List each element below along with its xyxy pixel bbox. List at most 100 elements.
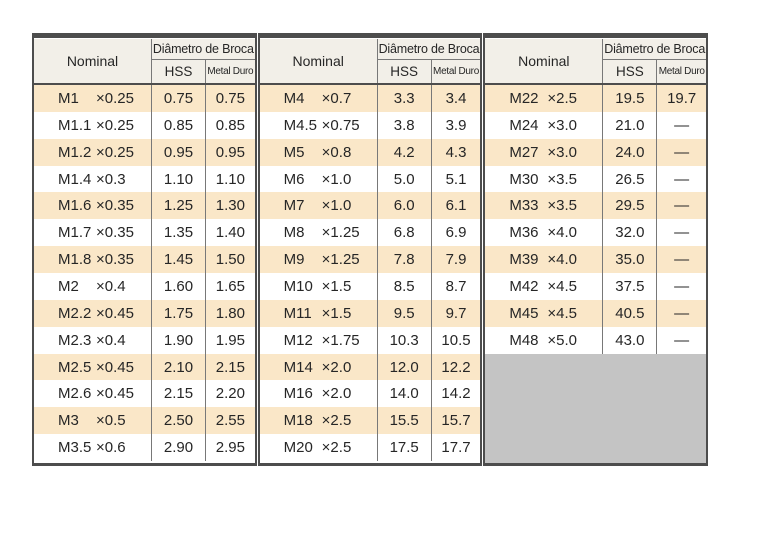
hss-value: 17.5 [378, 434, 432, 462]
thread-size: M6 [283, 170, 305, 188]
hss-value: 14.0 [378, 380, 432, 408]
thread-size: M1.1 [58, 116, 92, 134]
thread-pitch: ×3.0 [547, 143, 577, 161]
thread-size: M2.6 [58, 385, 92, 403]
metal-duro-value: 1.50 [215, 251, 245, 269]
table-row: M10 ×1.5 8.5 8.7 [259, 273, 481, 300]
thread-pitch: ×1.25 [321, 251, 360, 269]
nominal-cell: M33 ×3.5 [485, 192, 604, 220]
thread-size: M36 [509, 224, 539, 242]
thread-size: M8 [283, 224, 305, 242]
nominal-cell: M24 ×3.0 [485, 111, 604, 139]
group-body: M1 ×0.25 0.75 0.75 M1.1 ×0.25 0.85 0.85 M1.2 ×0.2… [34, 85, 255, 463]
hss-value: 12.0 [378, 353, 432, 381]
table-group-2: Nominal Diâmetro de Broca HSS Metal Duro… [257, 33, 483, 466]
metal-duro-value: 19.7 [667, 89, 697, 107]
metal-duro-value: 1.30 [215, 197, 245, 215]
nominal-cell: M11 ×1.5 [260, 299, 378, 327]
thread-pitch: ×0.45 [96, 385, 134, 403]
table-row: M45 ×4.5 40.5 — [485, 299, 707, 327]
hss-value: 2.10 [152, 353, 206, 381]
nominal-cell: M1.8 ×0.35 [34, 246, 152, 274]
nominal-cell: M48 ×5.0 [485, 326, 604, 354]
table-row: M4.5 ×0.75 3.8 3.9 [259, 111, 481, 139]
table-row: M24 ×3.0 21.0 — [485, 111, 707, 139]
metal-duro-value: 1.10 [215, 170, 245, 188]
hss-value: 21.0 [603, 111, 658, 139]
nominal-cell: M36 ×4.0 [485, 219, 604, 247]
hss-value: 19.5 [603, 85, 658, 112]
table-row: M2.2 ×0.45 1.75 1.80 [34, 299, 255, 327]
table-row: M11 ×1.5 9.5 9.7 [259, 299, 481, 327]
table-row: M36 ×4.0 32.0 — [485, 219, 707, 247]
metal-duro-value: 2.95 [215, 439, 245, 457]
hss-value: 4.2 [378, 138, 432, 166]
hss-value: 6.8 [378, 219, 432, 247]
hss-value: 9.5 [378, 299, 432, 327]
group-top-bar [259, 33, 481, 39]
thread-size: M1 [58, 89, 79, 107]
header-broca-block: Diâmetro de Broca HSS Metal Duro [603, 39, 707, 83]
thread-size: M9 [283, 251, 305, 269]
metal-duro-value: 1.80 [215, 304, 245, 322]
metal-duro-value: 5.1 [445, 170, 467, 188]
nominal-cell: M1.4 ×0.3 [34, 165, 152, 193]
metal-duro-value: 14.2 [441, 385, 471, 403]
metal-duro-value: — [674, 304, 690, 322]
table-row: M8 ×1.25 6.8 6.9 [259, 219, 481, 247]
hss-value: 0.95 [152, 138, 206, 166]
thread-size: M39 [509, 251, 539, 269]
table-row: M18 ×2.5 15.5 15.7 [259, 407, 481, 435]
thread-pitch: ×1.0 [321, 170, 352, 188]
hss-value: 0.75 [152, 85, 206, 112]
nominal-cell: M30 ×3.5 [485, 165, 604, 193]
thread-size: M27 [509, 143, 539, 161]
table-row: M42 ×4.5 37.5 — [485, 273, 707, 300]
hss-value: 24.0 [603, 138, 658, 166]
thread-size: M42 [509, 277, 539, 295]
metal-duro-value: 15.7 [441, 412, 471, 430]
table-group-3: Nominal Diâmetro de Broca HSS Metal Duro… [483, 33, 709, 466]
nominal-cell: M14 ×2.0 [260, 353, 378, 381]
header-hss: HSS [378, 60, 432, 83]
metal-duro-value: 2.15 [215, 358, 245, 376]
thread-size: M3 [58, 412, 79, 430]
hss-value: 0.85 [152, 111, 206, 139]
thread-pitch: ×0.4 [96, 277, 126, 295]
header-broca-title: Diâmetro de Broca [377, 39, 481, 60]
table-row: M16 ×2.0 14.0 14.2 [259, 380, 481, 408]
thread-size: M1.6 [58, 197, 92, 215]
metal-duro-value: 1.40 [215, 224, 245, 242]
table-row: M4 ×0.7 3.3 3.4 [259, 85, 481, 112]
hss-value: 1.10 [152, 165, 206, 193]
header-hss: HSS [152, 60, 206, 83]
thread-pitch: ×1.25 [321, 224, 360, 242]
thread-pitch: ×1.0 [321, 197, 352, 215]
thread-pitch: ×0.7 [321, 89, 352, 107]
nominal-cell: M42 ×4.5 [485, 273, 604, 300]
thread-size: M10 [283, 277, 313, 295]
table-row: M1.4 ×0.3 1.10 1.10 [34, 165, 255, 193]
thread-pitch: ×0.4 [96, 331, 126, 349]
metal-duro-value: 10.5 [441, 331, 471, 349]
table-row: M48 ×5.0 43.0 — [485, 326, 707, 354]
header-subrow: HSS Metal Duro [152, 60, 255, 83]
table-row: M2.3 ×0.4 1.90 1.95 [34, 326, 255, 354]
metal-duro-value: 0.85 [215, 116, 245, 134]
nominal-cell: M7 ×1.0 [260, 192, 378, 220]
thread-pitch: ×5.0 [547, 331, 577, 349]
thread-pitch: ×0.25 [96, 116, 134, 134]
hss-value: 15.5 [378, 407, 432, 435]
nominal-cell: M4 ×0.7 [260, 85, 378, 112]
thread-size: M18 [283, 412, 313, 430]
group-header: Nominal Diâmetro de Broca HSS Metal Duro [259, 39, 481, 85]
header-broca-title: Diâmetro de Broca [152, 39, 255, 60]
table-row: M9 ×1.25 7.8 7.9 [259, 246, 481, 274]
header-metal-duro: Metal Duro [207, 66, 254, 77]
thread-size: M33 [509, 197, 539, 215]
table-row: M3 ×0.5 2.50 2.55 [34, 407, 255, 435]
metal-duro-value: 0.95 [215, 143, 245, 161]
thread-size: M2.5 [58, 358, 92, 376]
thread-size: M12 [283, 331, 313, 349]
